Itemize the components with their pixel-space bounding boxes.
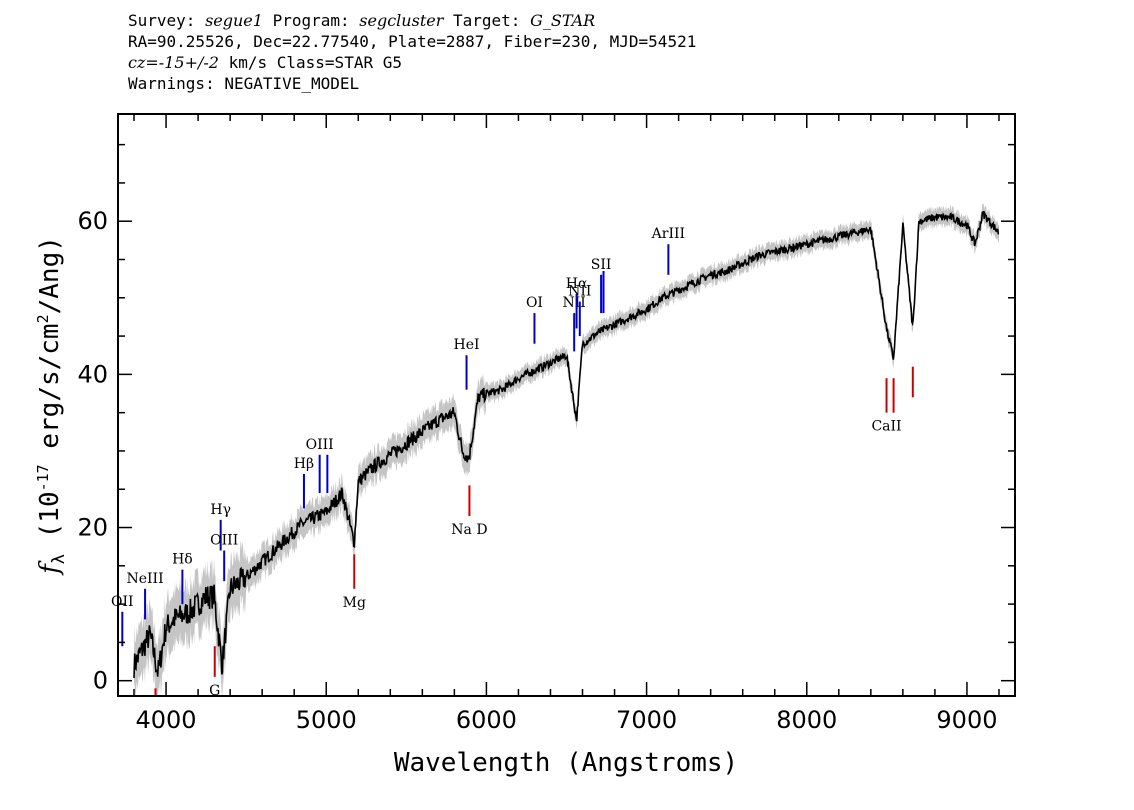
emission-line-label: SII [591, 257, 612, 273]
absorption-line-label: G [209, 683, 220, 699]
x-tick-label: 5000 [296, 706, 357, 734]
svg-text:fλ (10-17 erg/s/cm2/Ang): fλ (10-17 erg/s/cm2/Ang) [34, 236, 69, 576]
y-tick-label: 40 [77, 360, 108, 388]
y-tick-label: 60 [77, 207, 108, 235]
spectrum-series [133, 210, 1000, 679]
x-tick-label: 9000 [936, 706, 997, 734]
emission-line-label: Hβ [294, 456, 314, 472]
emission-line-label: OIII [306, 437, 334, 453]
emission-line-label: Hα [566, 276, 588, 292]
emission-line-label: OI [526, 295, 543, 311]
flux-line [133, 210, 1000, 679]
x-axis-label: Wavelength (Angstroms) [394, 748, 738, 778]
plot-frame [117, 113, 1016, 697]
program-value: segcluster [359, 11, 444, 30]
emission-line-label: ArIII [651, 226, 685, 242]
absorption-line-label: CaII [871, 419, 901, 435]
emission-line-label: OIII [210, 533, 238, 549]
x-tick-label: 7000 [616, 706, 677, 734]
y-tick-label: 20 [77, 514, 108, 542]
y-tick-label: 0 [93, 667, 108, 695]
target-value: G_STAR [530, 11, 596, 30]
emission-line-label: NII [568, 284, 591, 300]
emission-line-label: HeI [454, 337, 480, 353]
header-line-3: cz=-15+/-2 km/s Class=STAR G5 [128, 52, 696, 73]
survey-label: Survey: [128, 11, 196, 30]
redshift-value: cz=-15+/-2 [128, 53, 219, 72]
header-line-1: Survey: segue1 Program: segcluster Targe… [128, 10, 696, 31]
survey-value: segue1 [205, 11, 263, 30]
x-tick-label: 4000 [136, 706, 197, 734]
emission-line-label: Hγ [210, 502, 231, 518]
header-line-2: RA=90.25526, Dec=22.77540, Plate=2887, F… [128, 32, 697, 51]
program-label: Program: [272, 11, 350, 30]
y-axis-label: fλ (10-17 erg/s/cm2/Ang) [34, 236, 69, 576]
absorption-line-label: Mg [343, 595, 366, 611]
axis-ticks: 4000 5000 6000 7000 8000 9000 0 20 40 60 [77, 114, 1015, 734]
spectrum-header: Survey: segue1 Program: segcluster Targe… [128, 10, 696, 94]
class-value: km/s Class=STAR G5 [228, 53, 402, 72]
emission-line-label: Hδ [172, 552, 193, 568]
emission-line-label: OII [111, 594, 134, 610]
x-tick-label: 8000 [776, 706, 837, 734]
x-tick-label: 6000 [456, 706, 517, 734]
header-line-4: Warnings: NEGATIVE_MODEL [128, 74, 360, 93]
target-label: Target: [453, 11, 521, 30]
emission-line-label: NeIII [126, 571, 163, 587]
absorption-line-label: Na D [451, 522, 487, 538]
